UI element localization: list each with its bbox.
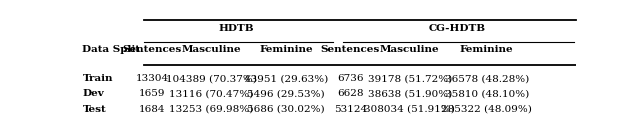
Text: 6628: 6628 <box>337 89 364 98</box>
Text: 39178 (51.72%): 39178 (51.72%) <box>368 74 452 83</box>
Text: 104389 (70.37%): 104389 (70.37%) <box>166 74 257 83</box>
Text: 308034 (51.91%): 308034 (51.91%) <box>364 105 455 114</box>
Text: 5496 (29.53%): 5496 (29.53%) <box>247 89 324 98</box>
Text: 13253 (69.98%): 13253 (69.98%) <box>170 105 253 114</box>
Text: 35810 (48.10%): 35810 (48.10%) <box>445 89 529 98</box>
Text: Feminine: Feminine <box>259 45 313 54</box>
Text: Masculine: Masculine <box>380 45 440 54</box>
Text: HDTB: HDTB <box>218 24 254 33</box>
Text: 1684: 1684 <box>139 105 165 114</box>
Text: Sentences: Sentences <box>122 45 182 54</box>
Text: Sentences: Sentences <box>321 45 380 54</box>
Text: 13116 (70.47%): 13116 (70.47%) <box>170 89 253 98</box>
Text: Feminine: Feminine <box>460 45 513 54</box>
Text: 285322 (48.09%): 285322 (48.09%) <box>442 105 532 114</box>
Text: CG-HDTB: CG-HDTB <box>428 24 486 33</box>
Text: 13304: 13304 <box>135 74 168 83</box>
Text: Data Split: Data Split <box>83 45 141 54</box>
Text: 36578 (48.28%): 36578 (48.28%) <box>445 74 529 83</box>
Text: Dev: Dev <box>83 89 104 98</box>
Text: 38638 (51.90%): 38638 (51.90%) <box>368 89 452 98</box>
Text: 1659: 1659 <box>139 89 165 98</box>
Text: Train: Train <box>83 74 113 83</box>
Text: Test: Test <box>83 105 106 114</box>
Text: 43951 (29.63%): 43951 (29.63%) <box>244 74 328 83</box>
Text: 5686 (30.02%): 5686 (30.02%) <box>247 105 324 114</box>
Text: 6736: 6736 <box>337 74 364 83</box>
Text: 53124: 53124 <box>333 105 367 114</box>
Text: Masculine: Masculine <box>182 45 241 54</box>
